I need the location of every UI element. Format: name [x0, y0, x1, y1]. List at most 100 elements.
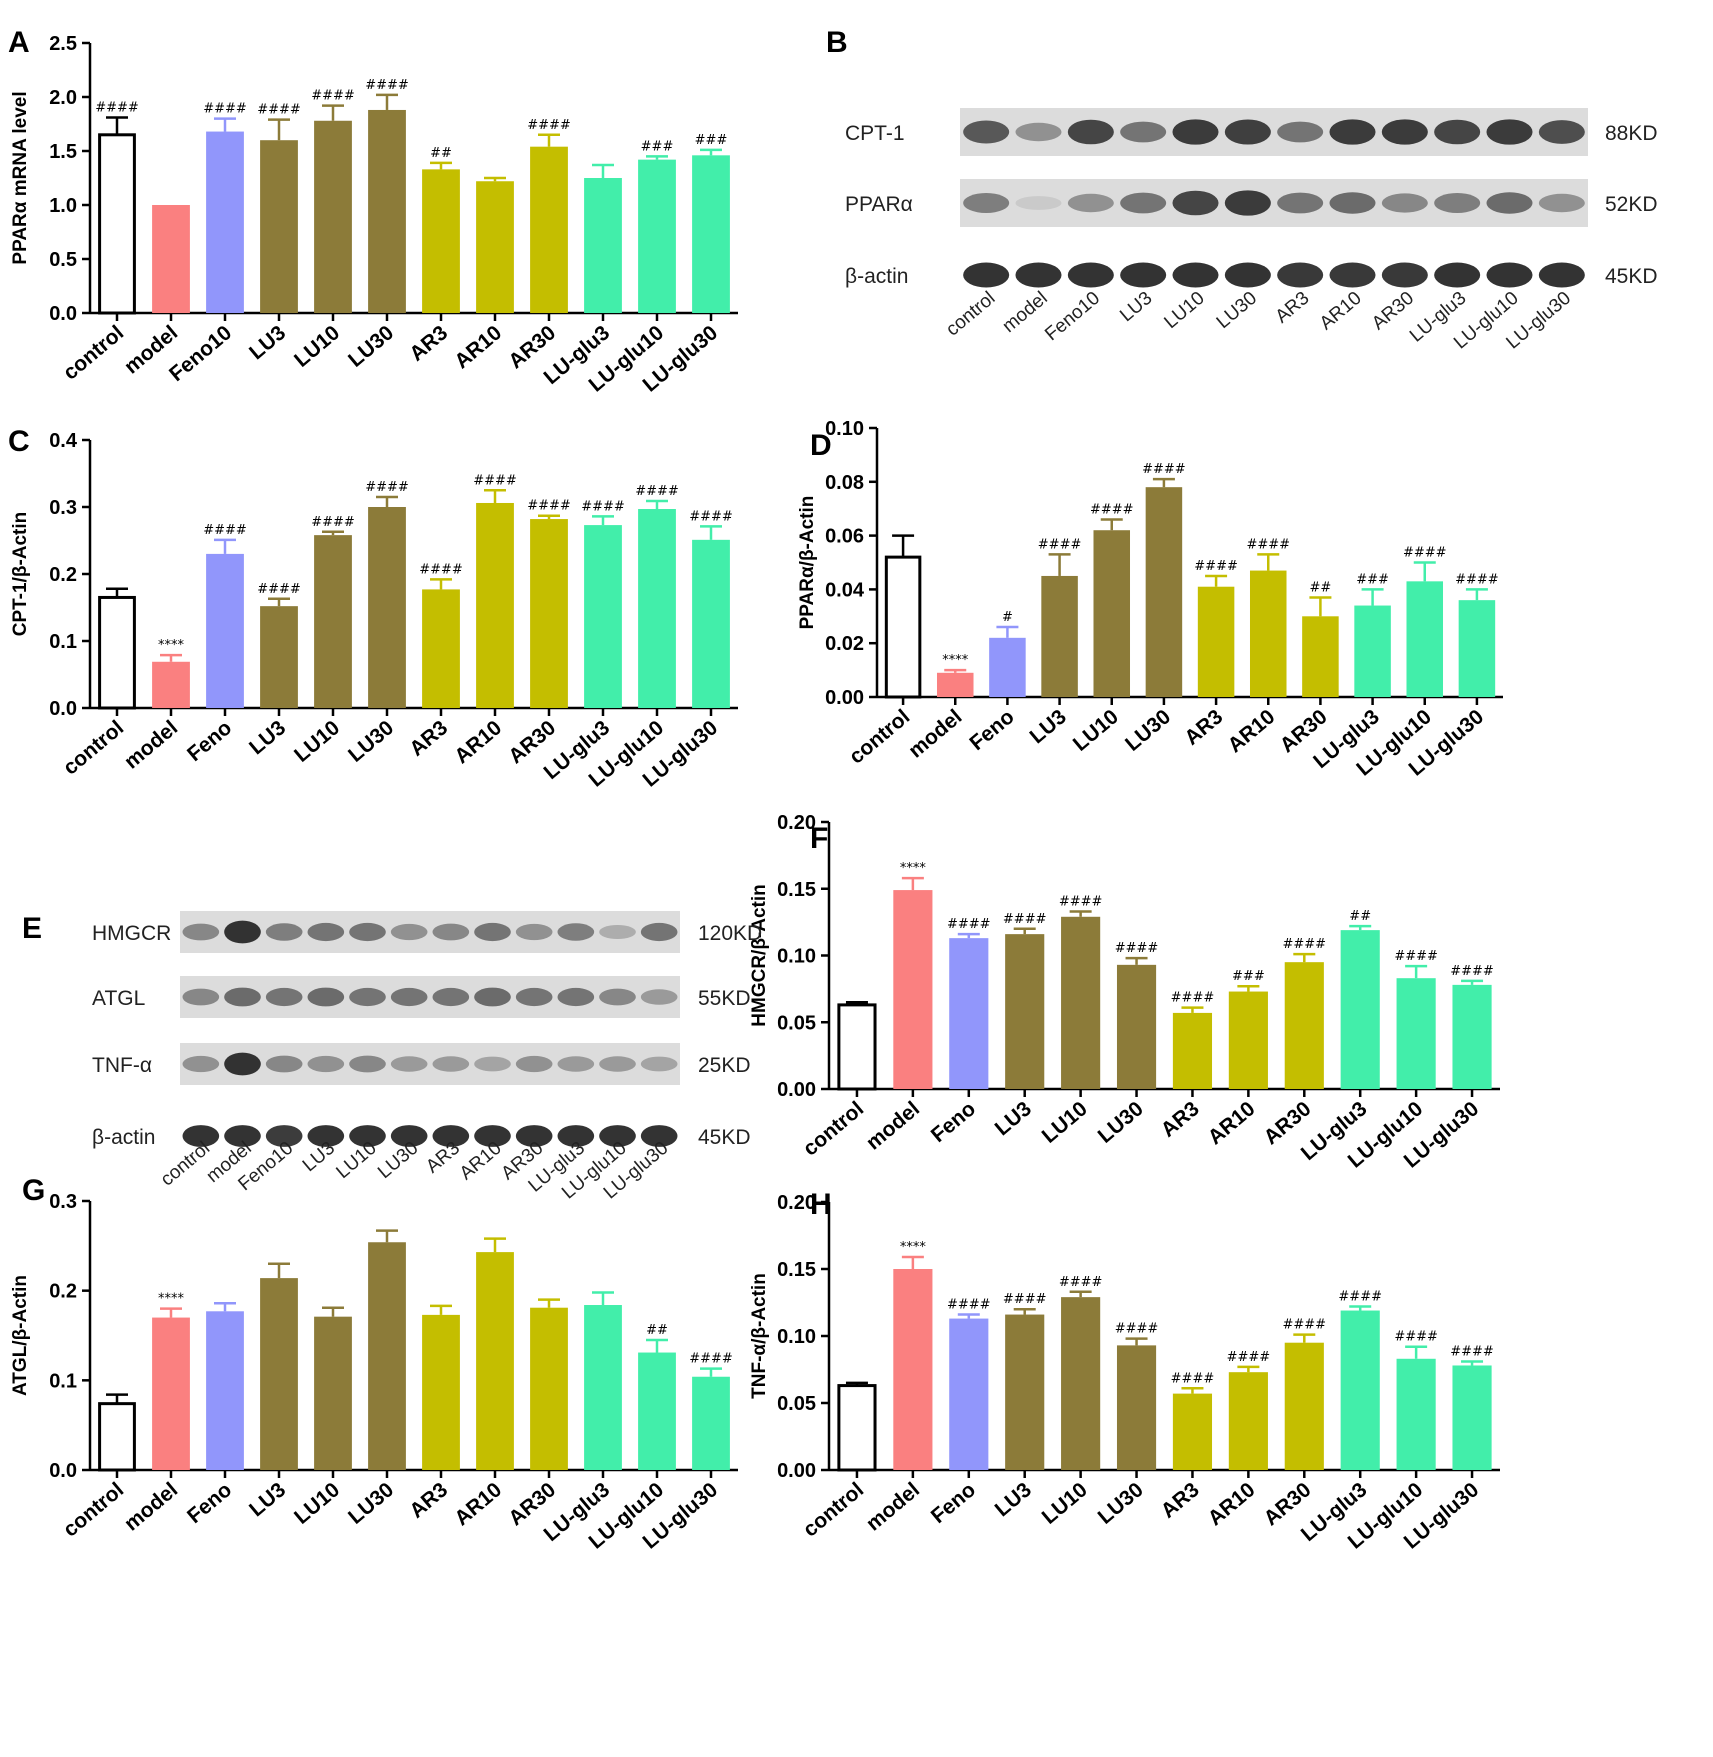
x-tick-label: LU10 [290, 1478, 344, 1529]
blot-band [640, 1056, 678, 1072]
y-tick-label: 0.3 [49, 1191, 77, 1213]
x-tick-label: AR10 [450, 1478, 506, 1530]
y-tick-label: 0.00 [825, 687, 864, 709]
blot-band [307, 1125, 345, 1147]
blot-band [1329, 192, 1376, 214]
blot-e: HMGCR 120KD ATGL 55KD TNF-α 25KD β-actin 45KD co… [92, 911, 762, 1203]
x-tick-label: control [59, 321, 128, 384]
significance-label: #### [419, 562, 463, 577]
blot-band [390, 923, 428, 941]
blot-band [515, 1055, 553, 1073]
y-tick-label: 0.2 [49, 1281, 77, 1303]
blot-band [515, 1125, 553, 1147]
significance-label: #### [1115, 941, 1159, 956]
bar-ar10 [476, 1252, 514, 1470]
y-tick-label: 2.5 [49, 33, 77, 55]
panel-letter-a: A [8, 26, 30, 59]
x-tick-label: LU10 [290, 321, 344, 372]
blot-band [390, 987, 428, 1007]
y-tick-label: 0.2 [49, 564, 77, 586]
blot-band [1329, 119, 1376, 145]
y-tick-label: 0.1 [49, 1370, 77, 1392]
significance-label: #### [203, 523, 247, 538]
blot-band [1381, 119, 1428, 145]
bar-lu10 [1093, 530, 1131, 697]
y-tick-label: 0.08 [825, 472, 864, 494]
blot-band [1172, 190, 1219, 216]
significance-label: **** [900, 861, 927, 876]
x-tick-label: AR10 [1224, 705, 1280, 757]
x-tick-label: AR10 [1204, 1097, 1260, 1149]
bar-ar3 [422, 1314, 460, 1470]
blot-band [265, 1125, 303, 1147]
x-tick-label: control [799, 1478, 868, 1541]
bar-lu-glu10 [638, 1352, 676, 1470]
significance-label: #### [365, 78, 409, 93]
bar-model [152, 1317, 190, 1470]
blot-row-label: PPARα [845, 193, 913, 216]
blot-band [1277, 192, 1324, 214]
blot-band [432, 1125, 470, 1147]
significance-label: #### [1283, 937, 1327, 952]
bar-lu-glu10 [1396, 1358, 1436, 1470]
y-tick-label: 0.15 [777, 879, 816, 901]
significance-label: #### [1394, 949, 1438, 964]
y-tick-label: 0.0 [49, 698, 77, 720]
y-tick-label: 0.5 [49, 249, 77, 271]
significance-label: #### [1338, 1290, 1382, 1305]
blot-band [182, 988, 220, 1006]
blot-band [1067, 193, 1114, 213]
x-tick-label: LU30 [1094, 1478, 1148, 1529]
x-tick-label: control [59, 716, 128, 779]
blot-row-label: ATGL [92, 987, 145, 1010]
bar-ar30 [1302, 616, 1339, 697]
x-tick-label: model [120, 716, 182, 773]
x-tick-label: LU3 [991, 1478, 1036, 1521]
bar-ar3 [422, 169, 460, 313]
significance-label: #### [1115, 1322, 1159, 1337]
blot-size-label: 45KD [698, 1126, 751, 1149]
significance-label: #### [1038, 537, 1082, 552]
blot-band [1015, 262, 1062, 288]
blot-band [599, 1056, 636, 1072]
blot-band [963, 262, 1010, 288]
y-tick-label: 2.0 [49, 87, 77, 109]
significance-label: #### [1394, 1330, 1438, 1345]
blot-band [1120, 121, 1167, 143]
bar-feno [206, 553, 244, 708]
x-tick-label: control [799, 1097, 868, 1160]
blot-band [1067, 119, 1114, 145]
significance-label: #### [1171, 991, 1215, 1006]
bar-ar10 [476, 181, 514, 313]
blot-band [515, 987, 553, 1007]
x-tick-label: AR10 [450, 716, 506, 768]
significance-label: #### [1194, 559, 1238, 574]
blot-band [1277, 121, 1324, 143]
significance-label: ## [646, 1323, 668, 1338]
bar-lu3 [1005, 1314, 1045, 1470]
blot-band [1015, 196, 1062, 210]
significance-label: #### [947, 917, 991, 932]
blot-band [182, 1125, 220, 1147]
significance-label: **** [900, 1240, 927, 1255]
blot-band [1434, 119, 1481, 145]
blot-band [1538, 262, 1585, 288]
blot-size-label: 120KD [698, 922, 762, 945]
blot-strip [960, 179, 1588, 227]
x-tick-label: LU30 [1094, 1097, 1148, 1148]
y-tick-label: 0.10 [777, 1326, 816, 1348]
blot-band [1120, 262, 1167, 288]
blot-strip [180, 976, 680, 1018]
y-tick-label: 0.4 [49, 430, 78, 452]
bar-lu-glu30 [1458, 600, 1496, 697]
blot-band [963, 193, 1010, 213]
bar-lu30 [368, 109, 406, 314]
x-tick-label: LU3 [245, 1478, 290, 1521]
y-tick-label: 0.20 [777, 1192, 816, 1214]
x-tick-label: LU3 [245, 321, 290, 364]
bar-lu-glu10 [638, 159, 676, 313]
bar-lu-glu3 [1354, 605, 1391, 697]
blot-band [1538, 193, 1585, 213]
y-tick-label: 0.02 [825, 633, 864, 655]
